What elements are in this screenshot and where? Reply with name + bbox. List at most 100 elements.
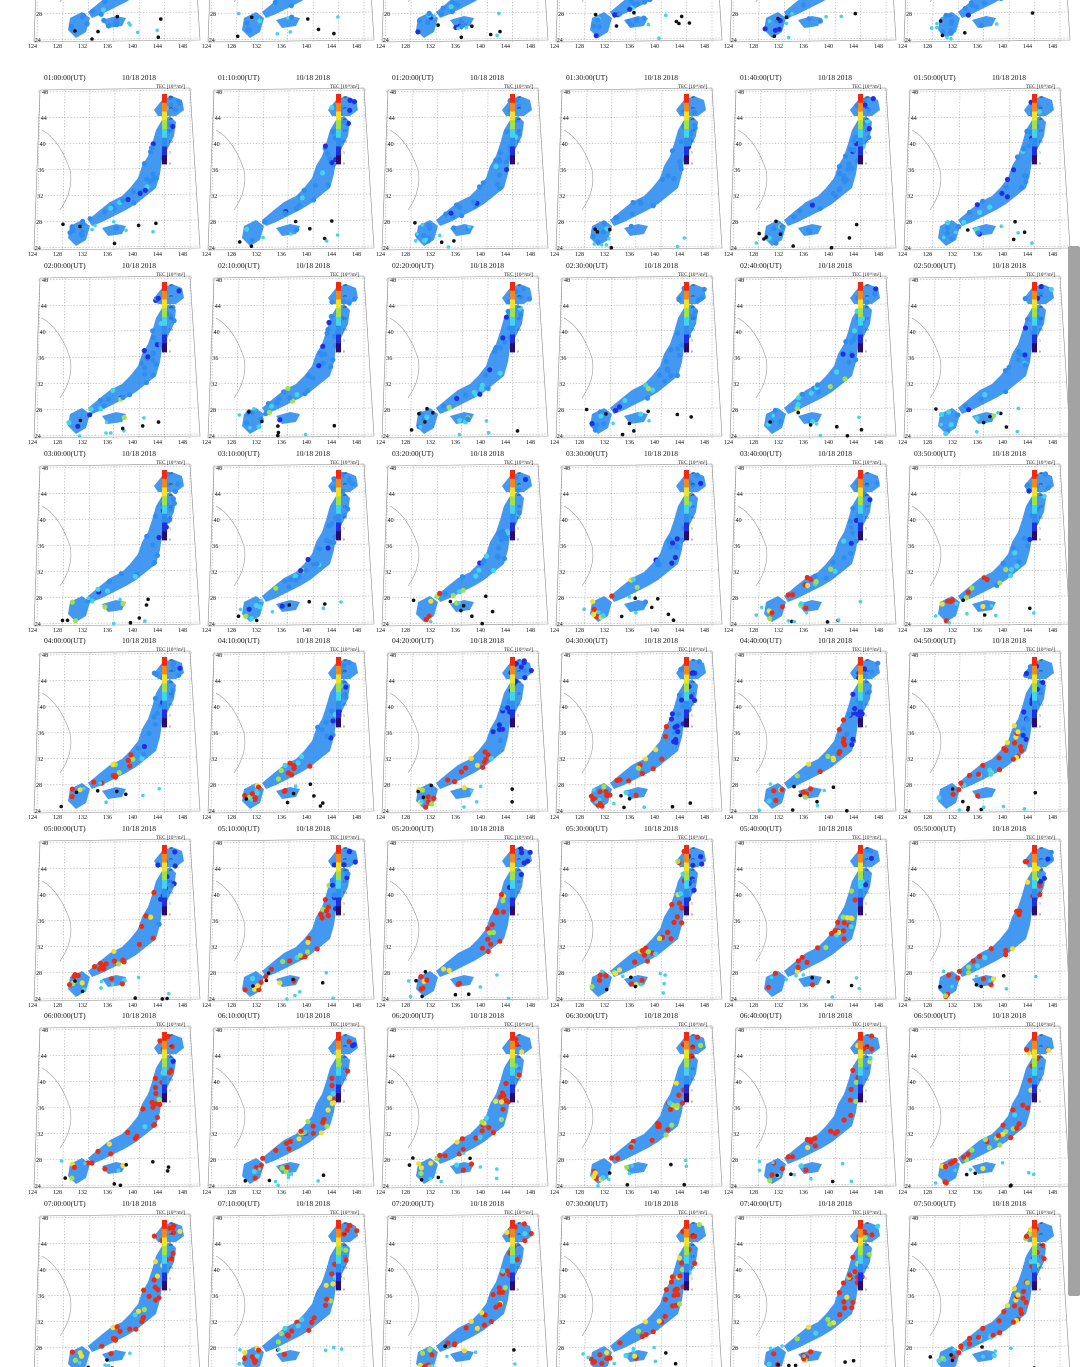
tec-dot: [110, 982, 115, 986]
longitude-line: [36, 840, 41, 1002]
colorbar-label: TEC [10¹⁶/m²]: [330, 1022, 359, 1028]
tec-dot: [419, 1350, 426, 1356]
longitude-line: [138, 0, 140, 43]
colorbar-segment: [1032, 299, 1037, 309]
tec-dot: [124, 228, 128, 233]
tec-dot: [73, 979, 77, 983]
island-shape: [88, 1054, 176, 1164]
tec-dot: [810, 975, 814, 980]
latitude-line: [906, 1267, 1065, 1271]
colorbar-tick-label: 10: [517, 139, 521, 143]
tec-dot: [674, 723, 680, 729]
colorbar-segment: [510, 343, 515, 353]
tec-dot: [110, 762, 116, 768]
longitude-line: [660, 1215, 663, 1367]
tec-dot: [1022, 325, 1029, 331]
tec-dot: [650, 203, 656, 209]
tec-dot: [498, 537, 505, 543]
tec-dot: [97, 397, 104, 403]
tec-dot: [1045, 856, 1051, 862]
tec-dot: [423, 420, 427, 424]
longitude-label: 148: [874, 252, 883, 258]
panel-date-label: 10/18 2018: [470, 636, 504, 645]
latitude-label: 40: [736, 1268, 742, 1274]
longitude-line: [783, 1215, 787, 1367]
tec-dot: [308, 782, 313, 786]
tec-dot: [696, 1222, 702, 1228]
colorbar-segment: [684, 674, 689, 684]
colorbar-tick-label: 25: [1039, 857, 1043, 861]
tec-dot: [601, 220, 607, 226]
longitude-line: [312, 1215, 315, 1367]
tec-dot: [641, 952, 647, 958]
tec-dot: [966, 228, 970, 232]
colorbar-label: TEC [10¹⁶/m²]: [678, 84, 707, 90]
panel-time-label: 02:10:00(UT): [218, 261, 260, 270]
colorbar-segment: [510, 657, 515, 667]
longitude-label: 140: [128, 1190, 137, 1196]
tec-dot: [669, 148, 675, 154]
tec-dot: [503, 1080, 509, 1086]
tec-dot: [850, 530, 856, 536]
tec-dot: [448, 210, 454, 216]
tec-dot: [858, 599, 863, 604]
island-shape: [262, 1242, 350, 1352]
longitude-line: [660, 0, 662, 43]
island-shape: [798, 975, 822, 987]
tec-dot: [311, 197, 317, 203]
longitude-line: [236, 652, 240, 814]
tec-dot: [154, 710, 161, 716]
latitude-label: 28: [558, 1158, 564, 1164]
tec-dot: [691, 109, 697, 115]
tec-dot: [112, 241, 117, 246]
longitude-label: 140: [824, 1190, 833, 1196]
colorbar-segment: [858, 299, 863, 309]
colorbar-segment: [336, 683, 341, 693]
latitude-line: [382, 1345, 547, 1349]
tec-dot: [627, 796, 632, 801]
colorbar-tick-label: 0: [169, 350, 171, 354]
longitude-label: 124: [376, 1190, 385, 1196]
tec-dot: [150, 350, 157, 356]
tec-dot: [933, 614, 938, 618]
tec-dot: [627, 6, 633, 12]
colorbar-segment: [510, 111, 515, 121]
tec-dot: [326, 156, 332, 162]
tec-dot: [246, 606, 252, 612]
colorbar-tick-label: 5: [169, 151, 171, 155]
tec-dot: [432, 14, 436, 18]
tec-dot: [503, 159, 510, 165]
colorbar-segment: [162, 1255, 167, 1265]
longitude-line: [809, 465, 812, 627]
tec-dot: [151, 889, 157, 896]
longitude-line: [783, 652, 787, 814]
latitude-label: 44: [737, 867, 743, 873]
tec-dot: [939, 422, 944, 427]
tec-dot: [120, 197, 126, 204]
colorbar-segment: [336, 1084, 341, 1094]
tec-dot: [115, 789, 119, 794]
colorbar-label: TEC [10¹⁶/m²]: [1026, 647, 1055, 653]
latitude-label: 36: [908, 544, 914, 550]
coastline: [215, 317, 246, 399]
tec-dot: [326, 319, 332, 326]
panel-date-label: 10/18 2018: [992, 1011, 1026, 1020]
colorbar-tick-label: 15: [517, 316, 521, 320]
tec-dot: [778, 232, 783, 236]
tec-dot: [490, 1129, 496, 1136]
tec-dot: [842, 179, 848, 185]
latitude-line: [36, 730, 196, 734]
tec-dot: [340, 488, 346, 494]
longitude-label: 140: [128, 1003, 137, 1009]
latitude-line: [34, 782, 199, 786]
colorbar-segment: [162, 137, 167, 147]
tec-dot: [274, 400, 280, 406]
tec-dot: [327, 1095, 333, 1101]
latitude-line: [906, 918, 1066, 922]
latitude-label: 24: [35, 434, 41, 440]
latitude-label: 48: [390, 90, 396, 96]
tec-dot: [767, 616, 773, 622]
tec-dot: [668, 373, 674, 379]
